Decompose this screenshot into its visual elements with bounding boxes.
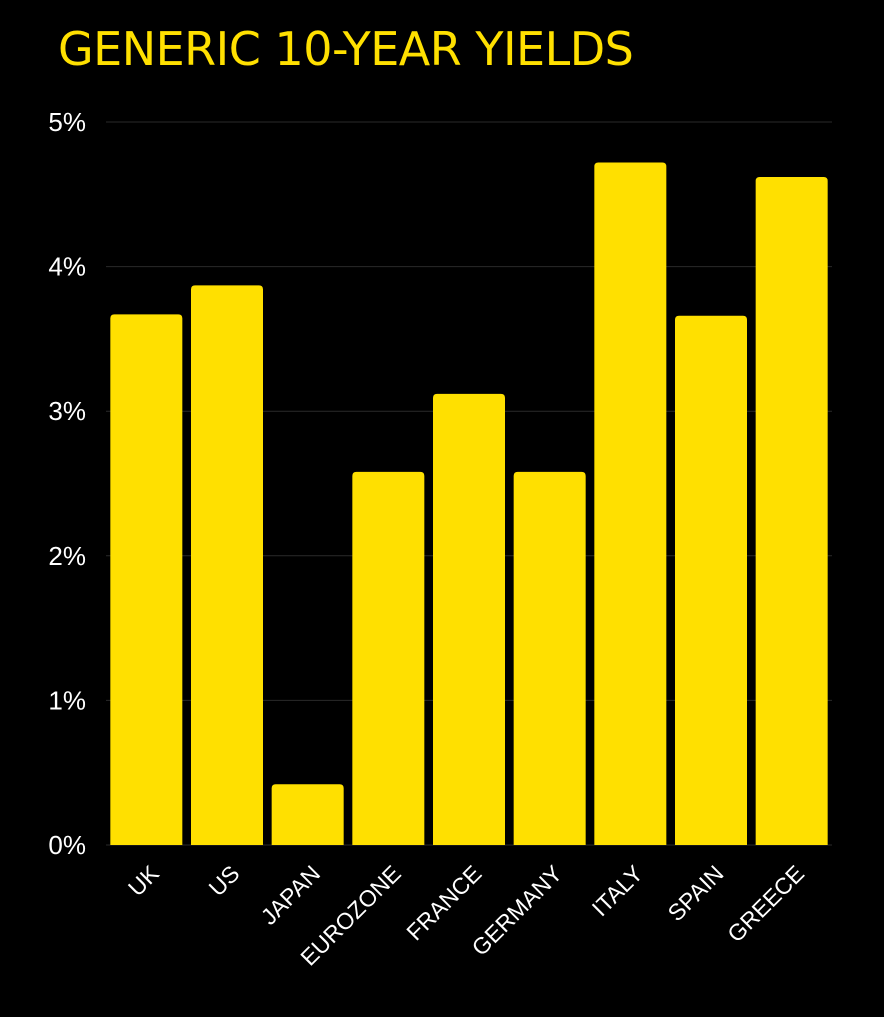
y-tick-label: 2% (48, 541, 86, 571)
x-category-label: FRANCE (401, 860, 486, 945)
x-category-label: SPAIN (663, 860, 729, 926)
y-tick-label: 0% (48, 830, 86, 860)
x-category-label: JAPAN (256, 860, 326, 930)
y-tick-label: 5% (48, 107, 86, 137)
bar-italy (594, 162, 667, 845)
x-category-label: GREECE (722, 860, 809, 947)
bars (110, 162, 828, 845)
x-category-label: UK (123, 860, 164, 901)
x-category-label: US (204, 860, 245, 901)
bar-us (191, 285, 263, 845)
bar-japan (271, 784, 344, 845)
y-tick-label: 1% (48, 685, 86, 715)
chart-title: GENERIC 10-YEAR YIELDS (58, 22, 634, 76)
y-axis-tick-labels: 0% 1% 2% 3% 4% 5% (48, 107, 86, 860)
x-category-label: ITALY (587, 860, 648, 921)
y-tick-label: 4% (48, 252, 86, 282)
y-tick-label: 3% (48, 396, 86, 426)
bar-uk (110, 314, 183, 845)
bar-spain (675, 315, 747, 845)
bar-france (433, 393, 505, 845)
bar-greece (755, 176, 828, 845)
bar-germany (513, 471, 586, 845)
bar-eurozone (352, 471, 425, 845)
